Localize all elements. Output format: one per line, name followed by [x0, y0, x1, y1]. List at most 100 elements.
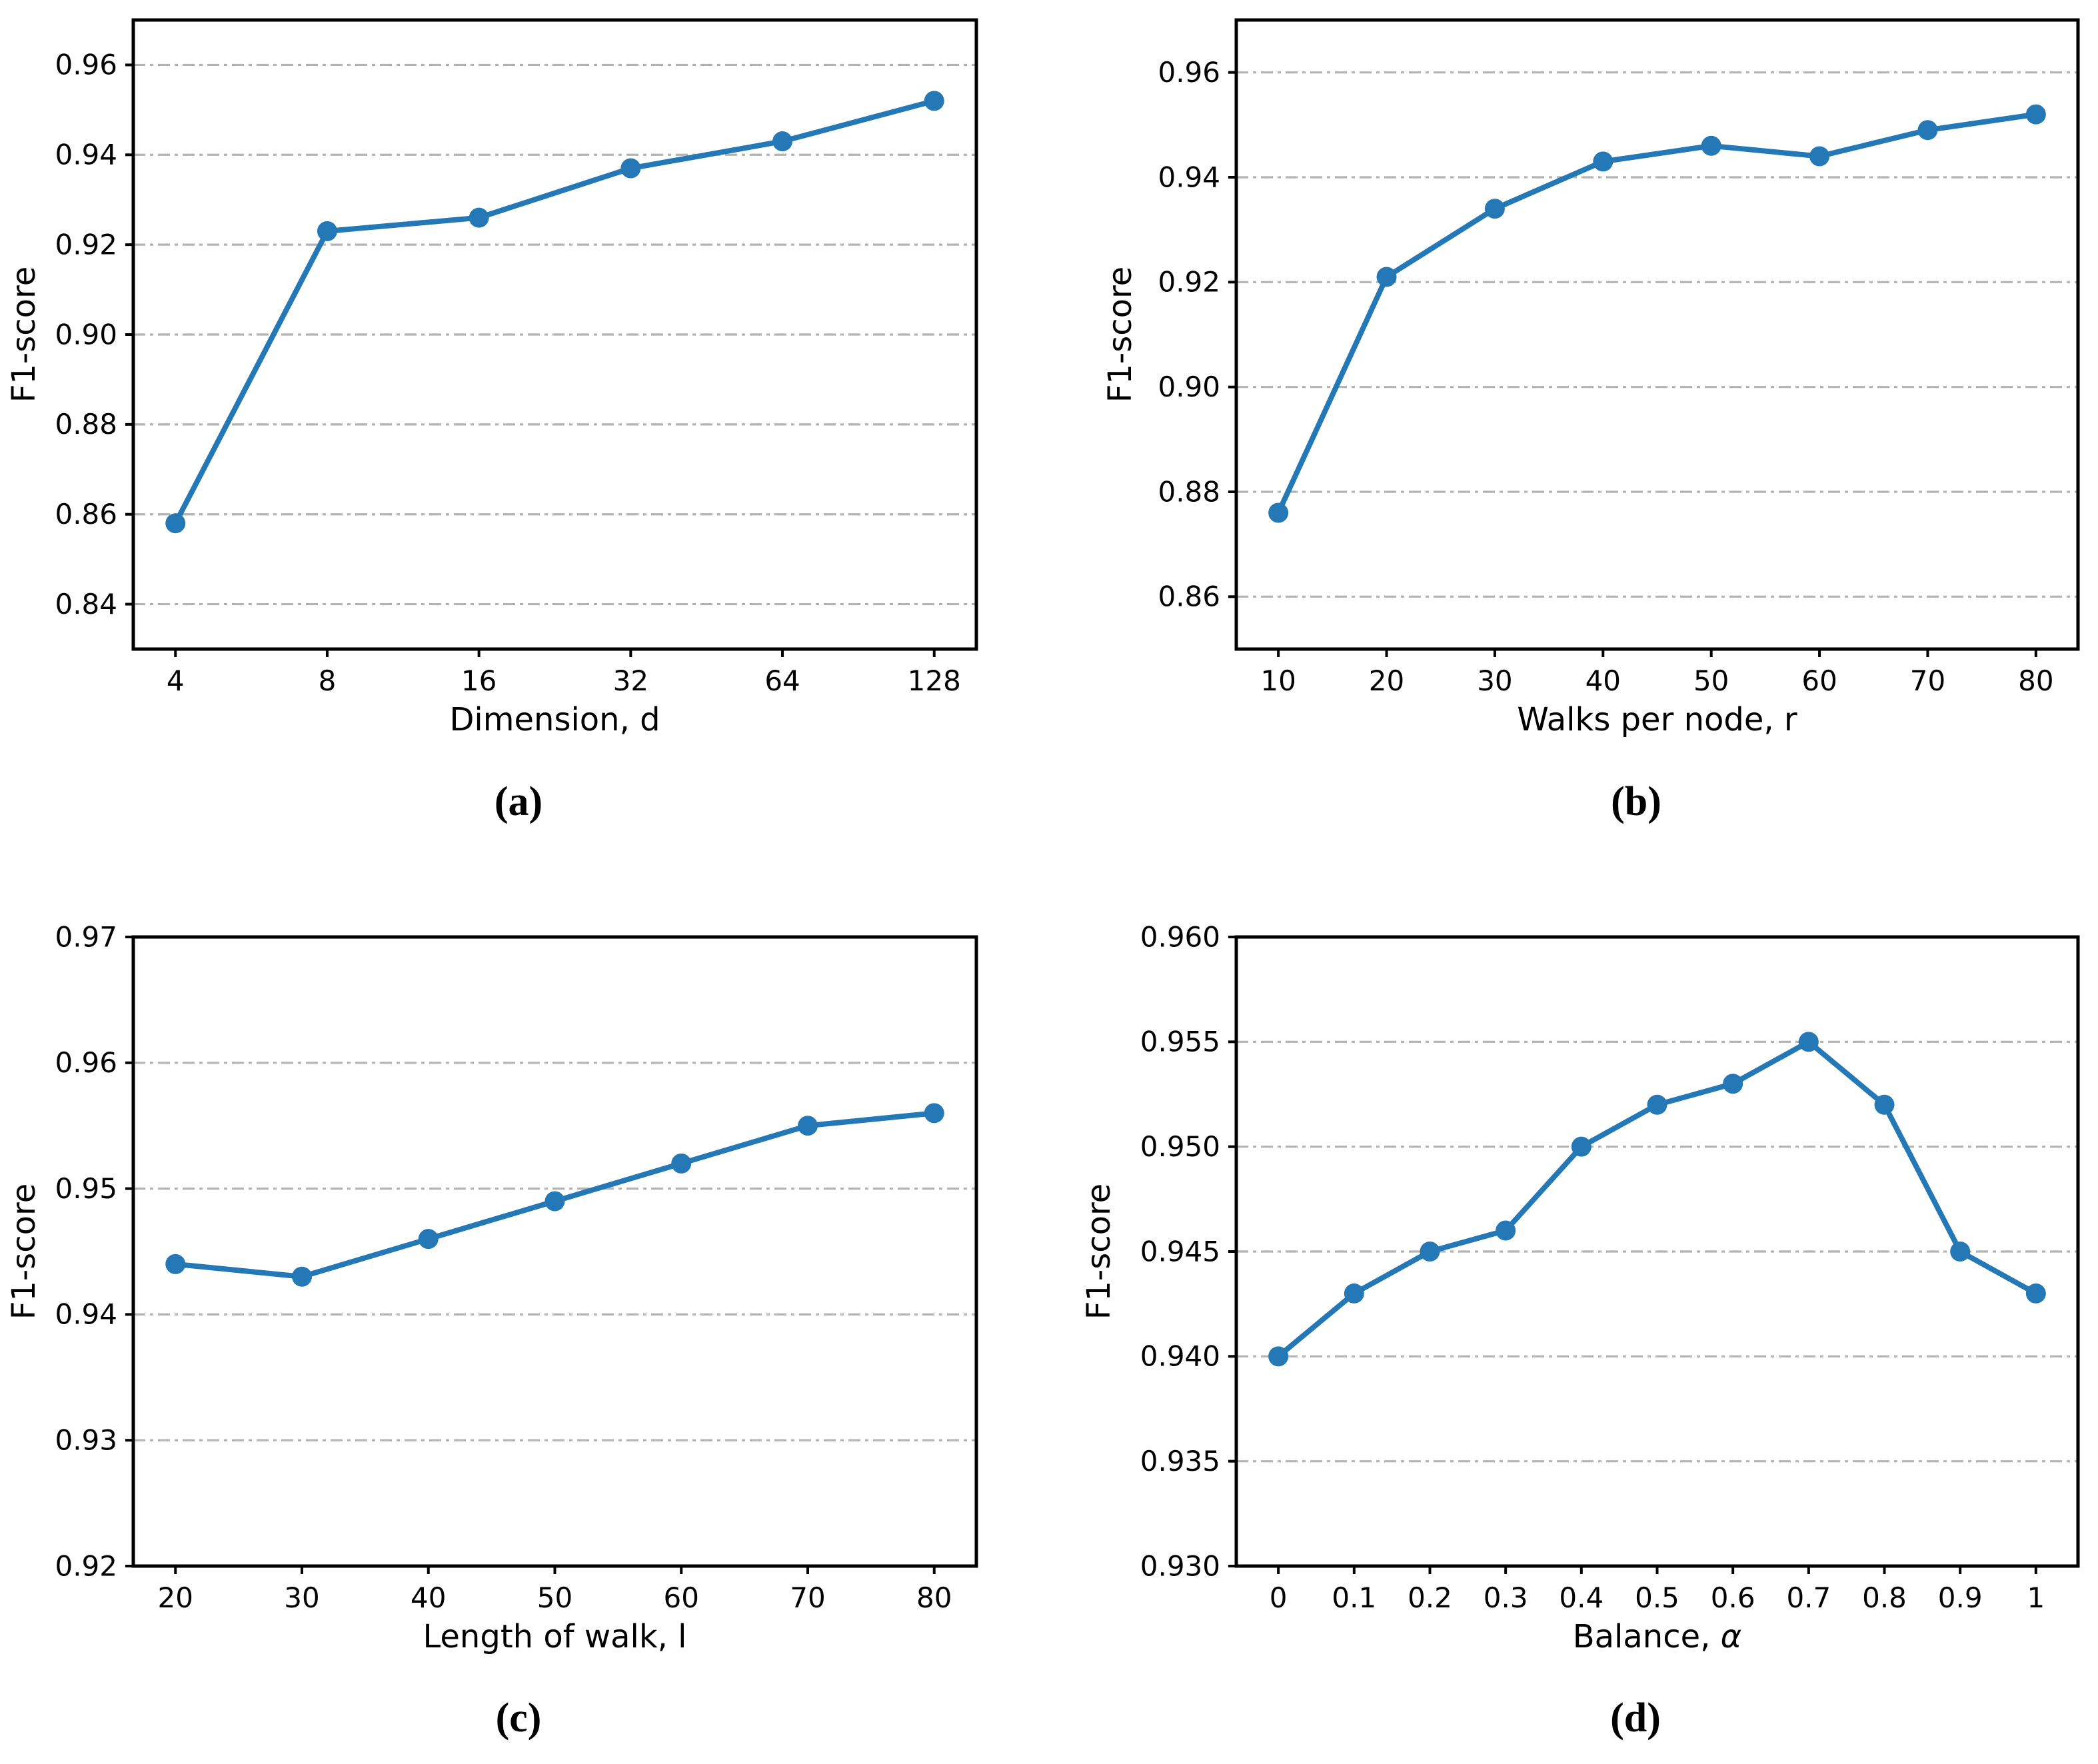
- x-tick-label: 0.8: [1862, 1581, 1907, 1614]
- data-point: [1647, 1094, 1667, 1115]
- y-tick-label: 0.945: [1140, 1235, 1220, 1268]
- data-point: [2025, 1283, 2046, 1304]
- subplot-c: 0.92 0.93 0.94 0.95 0.96 0.97 20 30 40 50 60 70 80 Le…: [5, 920, 978, 1655]
- caption-c: (c): [495, 1695, 542, 1741]
- y-tick-label: 0.935: [1140, 1445, 1220, 1477]
- data-point: [292, 1266, 312, 1287]
- data-point: [1950, 1242, 1971, 1262]
- x-tick-label: 60: [1801, 664, 1837, 697]
- line-series: [173, 98, 937, 526]
- data-point: [1496, 1220, 1516, 1241]
- data-point: [1420, 1242, 1440, 1262]
- y-tick-label: 0.86: [1158, 580, 1220, 613]
- y-tick-label: 0.960: [1140, 920, 1220, 953]
- x-tick-label: 16: [461, 664, 497, 697]
- y-tick-label: 0.930: [1140, 1549, 1220, 1582]
- y-tick-label: 0.90: [1158, 371, 1220, 403]
- data-point: [620, 158, 641, 179]
- x-axis-label: Balance, α: [1573, 1618, 1742, 1655]
- data-point: [544, 1191, 565, 1212]
- x-tick-label: 8: [319, 664, 337, 697]
- data-point: [1484, 199, 1505, 219]
- x-tick-label: 0.1: [1332, 1581, 1376, 1614]
- data-point: [1701, 135, 1721, 156]
- data-point: [2025, 104, 2046, 125]
- y-tick-label: 0.94: [55, 1298, 117, 1331]
- caption-a: (a): [494, 779, 543, 824]
- y-tick-label: 0.95: [55, 1172, 117, 1205]
- data-point: [1917, 120, 1938, 141]
- data-point: [418, 1229, 439, 1250]
- x-tick-label: 70: [1910, 664, 1945, 697]
- data-point: [1344, 1283, 1364, 1304]
- x-tick-label: 0.5: [1635, 1581, 1679, 1614]
- y-axis-label: F1-score: [1102, 267, 1139, 403]
- data-point: [924, 91, 944, 111]
- x-tick-label: 50: [1693, 664, 1729, 697]
- y-tick-label: 0.940: [1140, 1340, 1220, 1373]
- y-tick-label: 0.97: [55, 920, 117, 953]
- x-tick-label: 0: [1270, 1581, 1288, 1614]
- x-tick-label: 20: [1369, 664, 1404, 697]
- data-point: [1593, 151, 1613, 172]
- x-tick-label: 64: [764, 664, 800, 697]
- y-axis-label: F1-score: [5, 267, 43, 403]
- y-tick-label: 0.84: [55, 588, 117, 620]
- x-tick-label: 30: [1477, 664, 1512, 697]
- x-axis-label: Length of walk, l: [423, 1618, 687, 1655]
- y-tick-label: 0.88: [55, 408, 117, 441]
- x-tick-label: 1: [2027, 1581, 2045, 1614]
- x-tick-label: 10: [1260, 664, 1296, 697]
- y-tick-label: 0.96: [55, 49, 117, 81]
- x-tick-label: 20: [158, 1581, 193, 1614]
- x-tick-label: 0.2: [1408, 1581, 1452, 1614]
- data-point: [924, 1103, 944, 1124]
- plot-border: [131, 935, 978, 1568]
- x-tick-label: 50: [537, 1581, 572, 1614]
- y-tick-label: 0.94: [1158, 161, 1220, 193]
- y-axis-label: F1-score: [5, 1184, 43, 1320]
- x-tick-label: 80: [2018, 664, 2053, 697]
- data-point: [1798, 1032, 1819, 1052]
- x-tick-label: 0.3: [1484, 1581, 1528, 1614]
- caption-d: (d): [1610, 1695, 1661, 1741]
- data-point: [1874, 1094, 1895, 1115]
- x-tick-label: 40: [411, 1581, 446, 1614]
- data-point: [1571, 1136, 1591, 1157]
- data-point: [671, 1153, 692, 1174]
- data-point: [1376, 267, 1397, 287]
- x-tick-label: 30: [284, 1581, 319, 1614]
- x-tick-label: 0.4: [1559, 1581, 1603, 1614]
- x-tick-label: 32: [613, 664, 648, 697]
- y-tick-label: 0.96: [55, 1046, 117, 1079]
- x-tick-label: 128: [908, 664, 961, 697]
- y-tick-label: 0.92: [55, 228, 117, 261]
- subplot-a: 0.84 0.86 0.88 0.90 0.92 0.94 0.96 4 8 16 32 64 128 D…: [5, 18, 978, 738]
- y-tick-label: 0.90: [55, 318, 117, 351]
- y-tick-label: 0.94: [55, 139, 117, 171]
- data-point: [1268, 502, 1289, 523]
- y-tick-label: 0.92: [1158, 266, 1220, 299]
- data-point: [1268, 1346, 1289, 1367]
- x-tick-label: 40: [1585, 664, 1621, 697]
- y-tick-label: 0.88: [1158, 475, 1220, 508]
- y-tick-label: 0.93: [55, 1423, 117, 1456]
- subplot-d: 0.930 0.935 0.940 0.945 0.950 0.955 0.960 0 0.1 0…: [1080, 920, 2080, 1655]
- x-axis-label: Dimension, d: [449, 701, 660, 738]
- data-point: [1723, 1074, 1743, 1094]
- y-tick-label: 0.96: [1158, 56, 1220, 89]
- data-point: [165, 1254, 186, 1274]
- caption-b: (b): [1611, 779, 1661, 824]
- x-tick-label: 0.7: [1786, 1581, 1831, 1614]
- data-point: [1809, 146, 1830, 167]
- y-tick-label: 0.955: [1140, 1026, 1220, 1058]
- data-point: [317, 221, 337, 241]
- y-tick-label: 0.86: [55, 498, 117, 530]
- x-tick-label: 80: [916, 1581, 952, 1614]
- x-tick-label: 70: [790, 1581, 825, 1614]
- y-tick-label: 0.92: [55, 1549, 117, 1582]
- subplot-b: 0.86 0.88 0.90 0.92 0.94 0.96 10 20 30 40 50 60 70 80…: [1102, 18, 2080, 738]
- data-point: [798, 1116, 818, 1136]
